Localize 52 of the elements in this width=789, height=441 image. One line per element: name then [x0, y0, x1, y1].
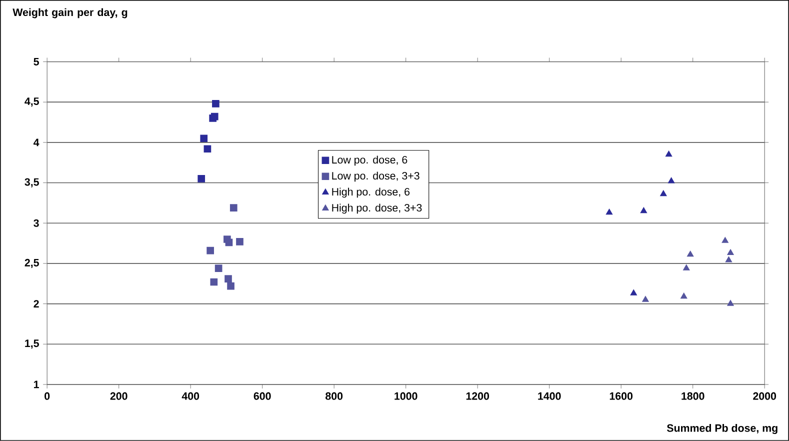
- point: [606, 208, 612, 215]
- point: [204, 145, 212, 153]
- point: [640, 207, 647, 214]
- point: [206, 246, 214, 254]
- point: [225, 238, 233, 246]
- point: [230, 204, 238, 212]
- point: [630, 290, 637, 296]
- x-tick-label: 600: [254, 392, 271, 400]
- point: [214, 264, 222, 272]
- y-tick-label: 2: [34, 300, 39, 308]
- y-tick-label: 3,5: [24, 178, 39, 188]
- y-tick-label: 2,5: [24, 258, 39, 268]
- point: [683, 264, 690, 270]
- point: [236, 238, 244, 246]
- legend-label: High po. dose, 3+3: [332, 204, 422, 214]
- legend-label: High po. dose, 6: [332, 188, 410, 198]
- y-tick-label: 1,5: [25, 340, 39, 349]
- x-tick-label: 400: [182, 392, 200, 400]
- x-tick-label: 1800: [682, 392, 704, 400]
- point: [680, 292, 688, 299]
- point: [212, 100, 220, 108]
- y-tick-label: 4,5: [24, 98, 39, 107]
- y-axis-title: Weight gain per day, g: [12, 8, 128, 18]
- x-tick-label: 2000: [753, 392, 776, 400]
- y-tick-label: 1: [34, 380, 39, 388]
- point: [198, 175, 206, 182]
- point: [224, 275, 232, 282]
- point: [668, 178, 675, 184]
- point: [210, 278, 218, 286]
- legend-label: Low po. dose, 6: [332, 156, 408, 166]
- x-tick-label: 1600: [610, 392, 633, 400]
- x-axis-title: Summed Pb dose, mg: [666, 424, 778, 434]
- y-tick-label: 4: [34, 138, 40, 146]
- x-tick-label: 1200: [466, 392, 490, 400]
- y-tick-label: 3: [34, 219, 39, 227]
- legend-label: Low po. dose, 3+3: [332, 172, 420, 182]
- point: [722, 237, 728, 243]
- x-tick-label: 200: [110, 392, 128, 400]
- point: [227, 282, 234, 290]
- point: [687, 250, 694, 257]
- point: [666, 150, 672, 157]
- x-tick-label: 800: [326, 392, 343, 400]
- y-tick-label: 5: [34, 58, 39, 66]
- x-tick-label: 0: [44, 392, 50, 400]
- point: [660, 190, 667, 196]
- point: [727, 249, 734, 256]
- point: [727, 300, 734, 306]
- x-tick-label: 1000: [394, 392, 418, 400]
- point: [642, 296, 649, 302]
- point: [725, 256, 732, 262]
- point: [200, 134, 208, 142]
- x-tick-label: 1400: [538, 392, 561, 400]
